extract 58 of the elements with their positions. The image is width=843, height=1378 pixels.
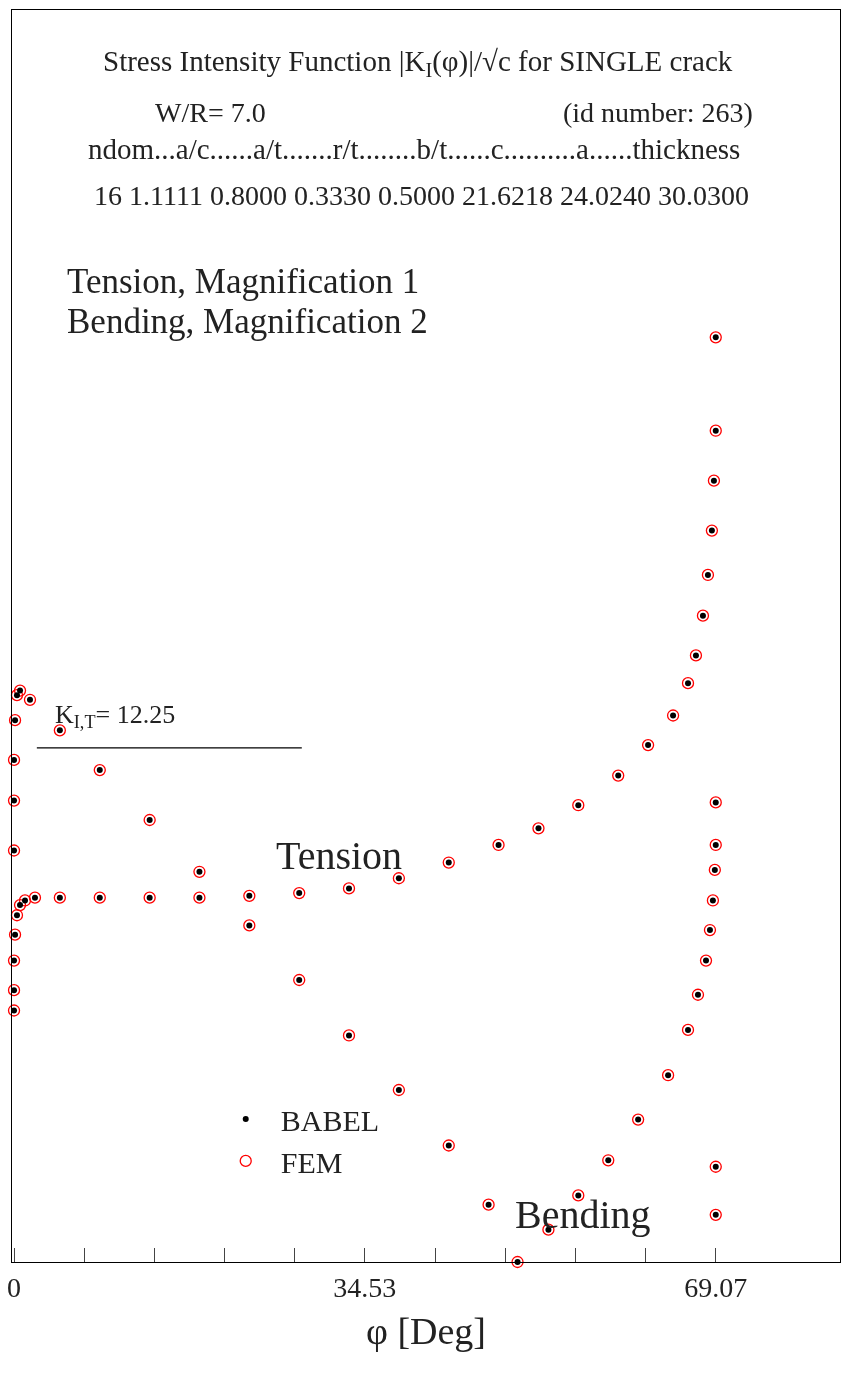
- point: [7, 844, 21, 857]
- point: [13, 684, 27, 697]
- point: [681, 677, 695, 690]
- point: [143, 813, 156, 827]
- point: [13, 898, 27, 912]
- point: [10, 909, 24, 922]
- point: [23, 693, 37, 706]
- text: (id number: 263): [563, 97, 753, 128]
- x-axis-title: φ [Deg]: [365, 1309, 487, 1352]
- x-tick-label: 0: [7, 1271, 22, 1303]
- point: [699, 954, 713, 967]
- legend-label: BABEL: [280, 1103, 380, 1137]
- text: W/R= 7.0: [155, 97, 266, 128]
- point: [342, 882, 356, 895]
- point: [7, 753, 21, 767]
- point: [7, 794, 21, 807]
- point: [18, 894, 32, 907]
- text: 16 1.1111 0.8000 0.3330 0.5000 21.6218 24.0240 30.0300: [94, 180, 749, 211]
- x-tick-label: 34.53: [333, 1271, 397, 1303]
- point: [10, 689, 24, 702]
- point: [392, 872, 406, 885]
- point: [689, 649, 703, 662]
- point: [661, 1069, 675, 1082]
- point: [511, 1255, 524, 1269]
- point: [703, 923, 717, 937]
- point: [681, 1023, 695, 1037]
- point: [8, 713, 22, 727]
- annotation: Bending: [515, 1192, 651, 1237]
- point: [705, 524, 719, 537]
- point: [691, 988, 705, 1001]
- point: [709, 838, 722, 852]
- point: [342, 1029, 356, 1042]
- text: Stress Intensity Function |K$_{I}$(φ)|/√c for SINGLE crack: [103, 45, 733, 82]
- x-tick-label: 69.07: [684, 1271, 748, 1303]
- point: [93, 763, 106, 777]
- point: [7, 1004, 21, 1017]
- annotation: K$_{I,T}$= 12.25: [55, 700, 176, 733]
- text: ndom...a/c......a/t.......r/t........b/t......c..........a......thickness: [88, 133, 741, 165]
- point: [293, 973, 306, 987]
- point: [708, 863, 721, 877]
- point: [28, 891, 42, 904]
- annotation: Tension: [276, 833, 403, 878]
- point: [706, 894, 720, 907]
- point: [7, 954, 21, 967]
- annotation: Bending, Magnification 2: [67, 302, 428, 341]
- point: [696, 609, 710, 622]
- point: [701, 568, 715, 582]
- point: [631, 1113, 645, 1126]
- point: [392, 1083, 406, 1097]
- point: [707, 474, 721, 487]
- point: [293, 886, 306, 900]
- legend-label: FEM: [280, 1145, 343, 1179]
- point: [492, 838, 505, 852]
- point: [7, 984, 21, 997]
- text: Tension, Magnification 1: [67, 262, 420, 301]
- point: [666, 709, 680, 722]
- point: [8, 928, 22, 941]
- point: [641, 738, 655, 752]
